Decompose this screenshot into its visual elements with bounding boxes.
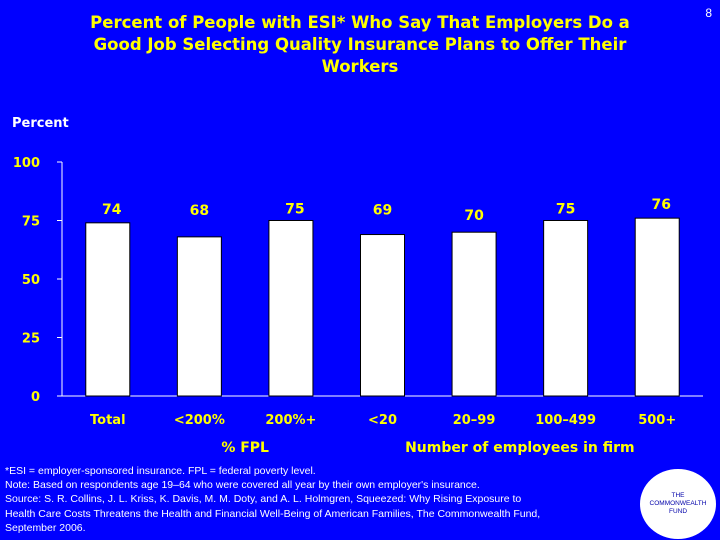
- logo-line: THE: [671, 492, 685, 499]
- bar-value-label: 68: [190, 203, 209, 219]
- y-axis-label: Percent: [12, 116, 69, 131]
- bar-value-label: 76: [651, 197, 670, 213]
- logo-line: FUND: [668, 508, 688, 515]
- y-tick-label: 25: [22, 332, 40, 347]
- slide-number: 8: [705, 6, 712, 20]
- category-label: 200%+: [265, 413, 316, 428]
- footnote-line: Health Care Costs Threatens the Health a…: [5, 507, 541, 520]
- category-label: <20: [368, 413, 397, 428]
- chart-title: Percent of People with ESI* Who Say That…: [20, 12, 700, 78]
- y-tick-label: 50: [22, 273, 40, 288]
- bar: [85, 222, 131, 397]
- commonwealth-fund-logo: THE COMMONWEALTH FUND: [640, 469, 716, 539]
- category-label: 20–99: [453, 413, 496, 428]
- group-label: Number of employees in firm: [405, 440, 635, 456]
- category-label: <200%: [174, 413, 225, 428]
- bar-value-label: 69: [373, 203, 392, 219]
- group-label: % FPL: [221, 440, 269, 456]
- footnote-line: Source: S. R. Collins, J. L. Kriss, K. D…: [5, 493, 522, 506]
- bar-value-label: 75: [556, 202, 575, 218]
- bar: [543, 220, 589, 397]
- logo-line: COMMONWEALTH: [649, 500, 707, 507]
- bar: [451, 231, 497, 397]
- title-line: Percent of People with ESI* Who Say That…: [90, 13, 630, 32]
- title-line: Good Job Selecting Quality Insurance Pla…: [93, 35, 627, 54]
- bar: [360, 234, 405, 397]
- category-label: Total: [90, 413, 126, 428]
- bar-value-label: 70: [464, 208, 484, 224]
- y-tick-label: 75: [22, 215, 40, 230]
- footnote-line: September 2006.: [5, 521, 86, 534]
- bar: [634, 217, 680, 397]
- bar-value-label: 74: [102, 202, 122, 218]
- y-tick-label: 0: [31, 390, 40, 405]
- category-label: 100–499: [535, 413, 596, 428]
- bar: [268, 220, 314, 397]
- y-tick-label: 100: [13, 156, 40, 171]
- footnote-line: *ESI = employer-sponsored insurance. FPL…: [5, 465, 316, 477]
- category-label: 500+: [638, 413, 676, 428]
- bar: [176, 236, 222, 397]
- footnotes: *ESI = employer-sponsored insurance. FPL…: [5, 464, 615, 535]
- bar-value-label: 75: [285, 202, 304, 218]
- footnote-line: Note: Based on respondents age 19–64 who…: [5, 479, 480, 492]
- title-line: Workers: [321, 57, 399, 76]
